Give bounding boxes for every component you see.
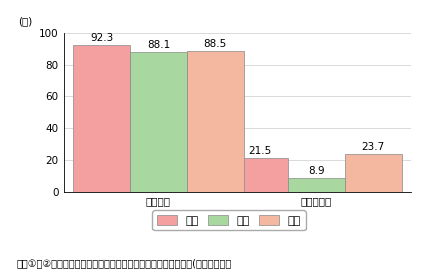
Text: 21.5: 21.5 (248, 146, 271, 156)
Bar (231, 158, 288, 192)
Text: 88.1: 88.1 (147, 40, 170, 50)
Text: 88.5: 88.5 (204, 39, 227, 49)
Text: (％): (％) (18, 16, 33, 27)
Text: 図表①、②　（出典）「ネットワークと国民生活に関する調査」(ウェブ調査）: 図表①、② （出典）「ネットワークと国民生活に関する調査」(ウェブ調査） (17, 259, 232, 269)
Bar (187, 51, 244, 192)
Text: 92.3: 92.3 (90, 33, 113, 43)
Bar (73, 45, 130, 192)
Text: 23.7: 23.7 (362, 142, 385, 152)
Bar (130, 52, 187, 192)
Legend: 日本, 米国, 韓国: 日本, 米国, 韓国 (152, 210, 306, 230)
Bar (345, 154, 402, 192)
Text: 8.9: 8.9 (308, 166, 325, 176)
Bar (288, 178, 345, 192)
